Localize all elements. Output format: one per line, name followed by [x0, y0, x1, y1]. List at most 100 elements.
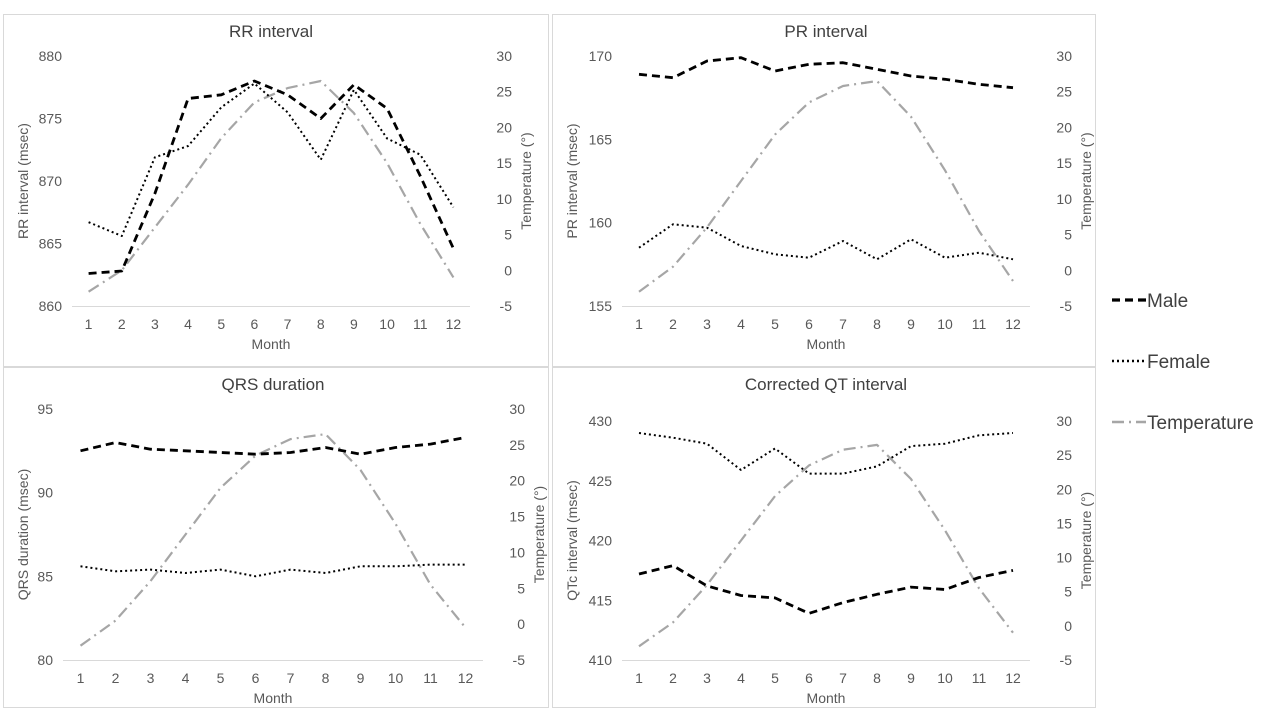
y2-tick-label: 15 — [509, 509, 525, 525]
y2-tick-label: 15 — [1056, 515, 1072, 531]
x-axis-title: Month — [254, 690, 293, 706]
y-tick-label: 860 — [39, 298, 63, 314]
x-tick-label: 5 — [771, 670, 779, 686]
y2-axis-title: Temperature (°) — [531, 486, 547, 583]
y2-tick-label: 0 — [504, 262, 512, 278]
chart-title: RR interval — [229, 22, 313, 41]
x-tick-label: 6 — [805, 316, 813, 332]
y2-tick-label: 15 — [1056, 155, 1072, 171]
y2-tick-label: 30 — [509, 401, 525, 417]
y2-tick-label: 20 — [1056, 481, 1072, 497]
y-axis-title: RR interval (msec) — [15, 123, 31, 239]
x-tick-label: 3 — [703, 316, 711, 332]
y2-tick-label: 30 — [1056, 413, 1072, 429]
x-tick-label: 7 — [284, 316, 292, 332]
x-tick-label: 11 — [972, 670, 987, 686]
x-tick-label: 3 — [703, 670, 711, 686]
y2-tick-label: 25 — [1056, 447, 1072, 463]
y-tick-label: 865 — [39, 236, 63, 252]
x-tick-label: 9 — [357, 670, 365, 686]
legend-item-temperature: Temperature — [1112, 413, 1254, 434]
legend-item-male: Male — [1112, 291, 1188, 312]
x-tick-label: 2 — [669, 670, 677, 686]
y2-tick-label: 25 — [496, 84, 512, 100]
x-tick-label: 3 — [151, 316, 159, 332]
x-tick-label: 8 — [873, 670, 881, 686]
y-tick-label: 155 — [589, 298, 613, 314]
legend: Male Female Temperature — [1112, 291, 1254, 434]
y2-tick-label: 0 — [1064, 618, 1072, 634]
y-tick-label: 875 — [39, 111, 63, 127]
y2-axis-title: Temperature (°) — [1078, 132, 1094, 229]
x-tick-label: 8 — [317, 316, 325, 332]
y2-tick-label: -5 — [513, 652, 526, 668]
x-tick-label: 5 — [217, 316, 225, 332]
y2-tick-label: 25 — [509, 437, 525, 453]
x-tick-label: 11 — [413, 316, 428, 332]
x-tick-label: 11 — [423, 670, 438, 686]
x-tick-label: 6 — [251, 316, 259, 332]
series-line-male — [88, 79, 455, 275]
x-tick-label: 8 — [322, 670, 330, 686]
y2-tick-label: -5 — [500, 298, 513, 314]
y2-tick-label: 5 — [1064, 584, 1072, 600]
x-tick-label: 10 — [937, 316, 953, 332]
x-tick-label: 11 — [972, 316, 987, 332]
y-tick-label: 165 — [589, 131, 613, 147]
y-tick-label: 425 — [589, 473, 613, 489]
x-tick-label: 1 — [635, 670, 643, 686]
x-tick-label: 12 — [446, 316, 462, 332]
y2-tick-label: 15 — [496, 155, 512, 171]
legend-label: Temperature — [1147, 413, 1254, 434]
chart-title: QRS duration — [222, 375, 325, 394]
y2-tick-label: 5 — [517, 580, 525, 596]
x-tick-label: 6 — [805, 670, 813, 686]
y2-tick-label: -5 — [1060, 652, 1073, 668]
series-line-temperature — [79, 433, 467, 647]
panel-border — [552, 367, 1096, 708]
x-tick-label: 7 — [839, 670, 847, 686]
x-tick-label: 12 — [1005, 316, 1021, 332]
chart-title: Corrected QT interval — [745, 375, 907, 394]
panel-border — [3, 367, 549, 708]
y-tick-label: 870 — [39, 173, 63, 189]
y-tick-label: 430 — [589, 413, 613, 429]
x-tick-label: 12 — [1005, 670, 1021, 686]
x-tick-label: 5 — [771, 316, 779, 332]
y2-tick-label: 10 — [1056, 191, 1072, 207]
series-line-temperature — [88, 79, 455, 293]
y-tick-label: 415 — [589, 592, 613, 608]
panel-border — [3, 14, 549, 367]
x-tick-label: 9 — [350, 316, 358, 332]
x-tick-label: 10 — [937, 670, 953, 686]
series-line-male — [638, 564, 1014, 615]
x-tick-label: 12 — [458, 670, 474, 686]
x-axis-title: Month — [807, 336, 846, 352]
x-tick-label: 2 — [112, 670, 120, 686]
legend-label: Male — [1147, 291, 1188, 312]
series-line-male — [638, 56, 1014, 90]
x-tick-label: 6 — [252, 670, 260, 686]
y2-tick-label: 20 — [496, 119, 512, 135]
y-tick-label: 410 — [589, 652, 613, 668]
x-tick-label: 7 — [287, 670, 295, 686]
y2-tick-label: 10 — [509, 544, 525, 560]
y-tick-label: 170 — [589, 48, 613, 64]
y2-axis-title: Temperature (°) — [1078, 492, 1094, 589]
x-tick-label: 5 — [217, 670, 225, 686]
y2-tick-label: 5 — [504, 227, 512, 243]
y2-tick-label: 20 — [509, 473, 525, 489]
x-tick-label: 1 — [77, 670, 85, 686]
y2-tick-label: 25 — [1056, 84, 1072, 100]
y2-tick-label: 0 — [1064, 262, 1072, 278]
y-tick-label: 90 — [37, 485, 53, 501]
x-axis-title: Month — [252, 336, 291, 352]
x-tick-label: 1 — [635, 316, 643, 332]
y2-tick-label: 10 — [1056, 550, 1072, 566]
series-line-female — [88, 82, 455, 237]
panel-border — [552, 14, 1096, 367]
